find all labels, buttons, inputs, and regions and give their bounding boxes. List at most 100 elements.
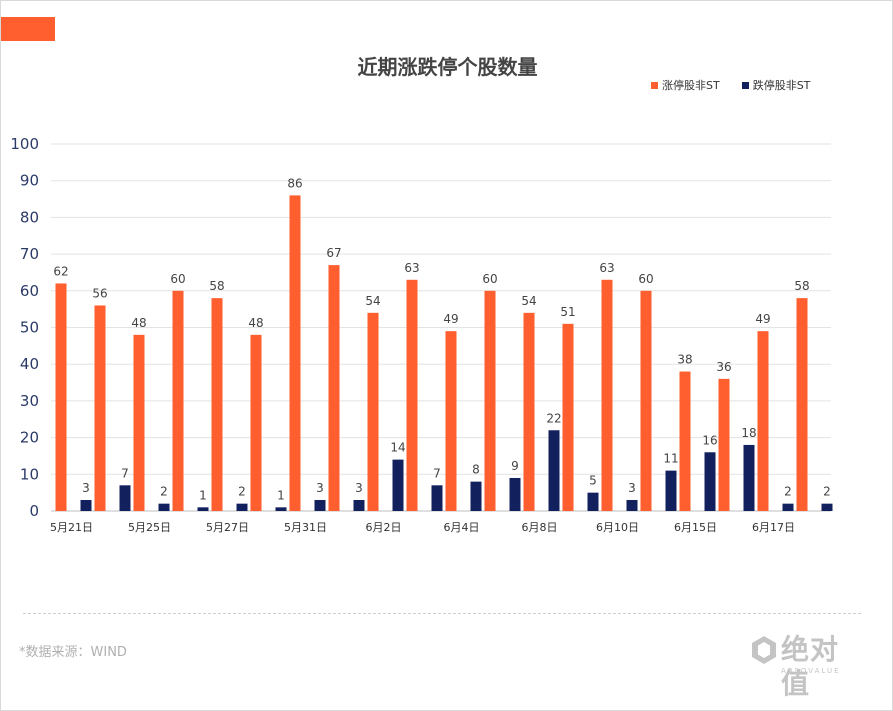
logo-subtext: ABSOVALUE bbox=[781, 667, 841, 675]
data-label: 58 bbox=[794, 279, 809, 293]
y-tick-label: 40 bbox=[20, 355, 39, 373]
bar-limit-up bbox=[289, 195, 301, 511]
bar-limit-down bbox=[509, 477, 521, 511]
bar-limit-down bbox=[626, 499, 638, 511]
x-tick-label: 6月15日 bbox=[674, 521, 717, 534]
data-label: 60 bbox=[482, 272, 497, 286]
bar-limit-up bbox=[757, 331, 769, 511]
y-tick-label: 100 bbox=[10, 135, 39, 153]
bar-limit-down bbox=[275, 507, 287, 511]
bar-limit-up bbox=[523, 312, 535, 511]
data-label: 14 bbox=[390, 441, 405, 455]
data-label: 8 bbox=[472, 463, 480, 477]
data-label: 60 bbox=[170, 272, 185, 286]
bar-limit-down bbox=[80, 499, 92, 511]
bar-limit-up bbox=[172, 290, 184, 511]
x-tick-label: 6月10日 bbox=[596, 521, 639, 534]
bar-limit-up bbox=[484, 290, 496, 511]
x-tick-label: 5月21日 bbox=[50, 521, 93, 534]
x-tick-label: 6月8日 bbox=[522, 521, 558, 534]
data-label: 3 bbox=[628, 481, 636, 495]
y-tick-label: 10 bbox=[20, 465, 39, 483]
legend-item-limit-down: 跌停股非ST bbox=[741, 77, 810, 93]
bar-limit-down bbox=[743, 444, 755, 511]
data-label: 36 bbox=[716, 360, 731, 374]
y-tick-label: 70 bbox=[20, 245, 39, 263]
bar-limit-down bbox=[782, 503, 794, 511]
legend-swatch-limit-up bbox=[651, 81, 658, 89]
data-source-note: *数据来源：WIND bbox=[19, 645, 127, 660]
bar-limit-up bbox=[796, 298, 808, 511]
data-label: 63 bbox=[599, 261, 614, 275]
bar-limit-down bbox=[821, 503, 833, 511]
bar-limit-up bbox=[211, 298, 223, 511]
footer-divider bbox=[23, 613, 861, 614]
data-label: 86 bbox=[287, 176, 302, 190]
data-label: 49 bbox=[443, 312, 458, 326]
bar-limit-down bbox=[392, 459, 404, 511]
x-tick-label: 6月17日 bbox=[752, 521, 795, 534]
bar-limit-down bbox=[665, 470, 677, 511]
x-tick-label: 6月2日 bbox=[366, 521, 402, 534]
brand-logo: 绝对值 ABSOVALUE bbox=[751, 633, 863, 700]
bar-limit-up bbox=[718, 378, 730, 511]
bar-limit-down bbox=[470, 481, 482, 511]
logo-text: 绝对值 bbox=[781, 633, 840, 700]
data-label: 3 bbox=[82, 481, 90, 495]
data-label: 2 bbox=[784, 485, 792, 499]
x-tick-label: 5月27日 bbox=[206, 521, 249, 534]
data-label: 11 bbox=[663, 452, 678, 466]
data-label: 18 bbox=[741, 426, 756, 440]
bar-limit-up bbox=[562, 323, 574, 511]
data-label: 38 bbox=[677, 353, 692, 367]
bar-limit-up bbox=[133, 334, 145, 511]
x-tick-label: 5月31日 bbox=[284, 521, 327, 534]
data-label: 48 bbox=[248, 316, 263, 330]
bar-limit-up bbox=[679, 371, 691, 511]
data-label: 54 bbox=[521, 294, 536, 308]
data-label: 2 bbox=[823, 485, 831, 499]
bar-limit-up bbox=[94, 305, 106, 511]
data-label: 2 bbox=[160, 485, 168, 499]
data-label: 51 bbox=[560, 305, 575, 319]
bar-limit-down bbox=[158, 503, 170, 511]
legend-label-limit-up: 涨停股非ST bbox=[662, 79, 720, 92]
y-tick-label: 20 bbox=[20, 429, 39, 447]
data-label: 49 bbox=[755, 312, 770, 326]
bar-limit-down bbox=[314, 499, 326, 511]
x-tick-label: 6月4日 bbox=[444, 521, 480, 534]
y-tick-label: 50 bbox=[20, 319, 39, 337]
data-label: 7 bbox=[121, 466, 129, 480]
data-label: 3 bbox=[316, 481, 324, 495]
data-label: 7 bbox=[433, 466, 441, 480]
y-tick-label: 60 bbox=[20, 282, 39, 300]
data-label: 62 bbox=[53, 264, 68, 278]
bar-limit-up bbox=[328, 265, 340, 511]
bar-limit-up bbox=[640, 290, 652, 511]
y-tick-label: 90 bbox=[20, 172, 39, 190]
data-label: 9 bbox=[511, 459, 519, 473]
logo-hexagon-icon bbox=[752, 636, 776, 664]
bar-limit-down bbox=[353, 499, 365, 511]
accent-tab bbox=[1, 17, 55, 41]
data-label: 56 bbox=[92, 286, 107, 300]
y-tick-label: 0 bbox=[29, 502, 39, 520]
legend: 涨停股非ST 跌停股非ST bbox=[651, 77, 832, 93]
data-label: 67 bbox=[326, 246, 341, 260]
data-label: 5 bbox=[589, 474, 597, 488]
bar-limit-down bbox=[548, 430, 560, 511]
bar-limit-up bbox=[55, 283, 67, 511]
bar-limit-down bbox=[197, 507, 209, 511]
bar-limit-up bbox=[367, 312, 379, 511]
bar-limit-down bbox=[236, 503, 248, 511]
legend-item-limit-up: 涨停股非ST bbox=[651, 77, 720, 93]
bar-chart: 01020304050607080901006235月21日5674825月25… bbox=[10, 135, 833, 534]
data-label: 1 bbox=[277, 488, 285, 502]
chart-title: 近期涨跌停个股数量 bbox=[357, 55, 538, 79]
data-label: 48 bbox=[131, 316, 146, 330]
bar-limit-down bbox=[119, 485, 131, 511]
data-label: 60 bbox=[638, 272, 653, 286]
legend-swatch-limit-down bbox=[741, 81, 749, 89]
bar-limit-down bbox=[431, 485, 443, 511]
